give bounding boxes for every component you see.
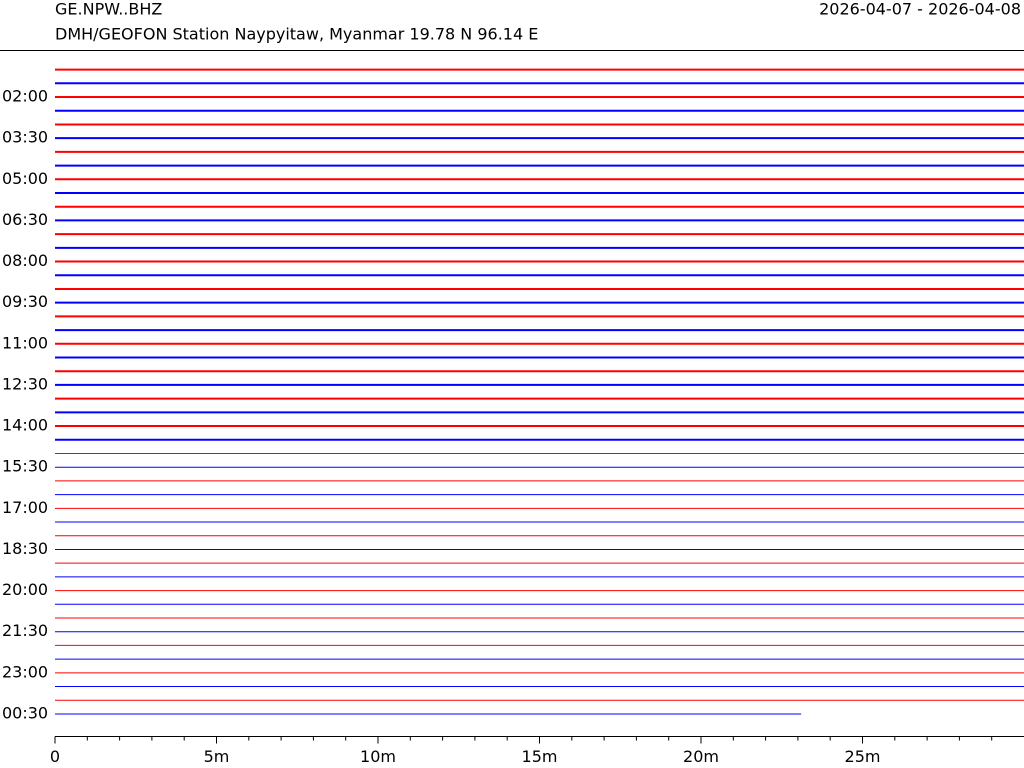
row-label: 11:00 xyxy=(2,333,48,352)
row-label: 09:30 xyxy=(2,292,48,311)
x-tick-label: 25m xyxy=(845,747,881,766)
row-label: 08:00 xyxy=(2,251,48,270)
row-label: 00:30 xyxy=(2,703,48,722)
x-tick-label: 15m xyxy=(522,747,558,766)
row-label: 20:00 xyxy=(2,580,48,599)
date-range: 2026-04-07 - 2026-04-08 xyxy=(819,0,1021,19)
row-label: 03:30 xyxy=(2,128,48,147)
row-label: 21:30 xyxy=(2,621,48,640)
row-label: 02:00 xyxy=(2,87,48,106)
row-label: 23:00 xyxy=(2,662,48,681)
subtitle: DMH/GEOFON Station Naypyitaw, Myanmar 19… xyxy=(55,25,538,44)
row-label: 17:00 xyxy=(2,498,48,517)
x-tick-label: 0 xyxy=(50,747,60,766)
x-tick-label: 20m xyxy=(683,747,719,766)
row-label: 18:30 xyxy=(2,539,48,558)
x-tick-label: 5m xyxy=(204,747,230,766)
row-label: 05:00 xyxy=(2,169,48,188)
row-label: 06:30 xyxy=(2,210,48,229)
row-label: 12:30 xyxy=(2,374,48,393)
row-label: 15:30 xyxy=(2,457,48,476)
title: GE.NPW..BHZ xyxy=(55,0,162,19)
row-label: 14:00 xyxy=(2,416,48,435)
x-tick-label: 10m xyxy=(360,747,396,766)
